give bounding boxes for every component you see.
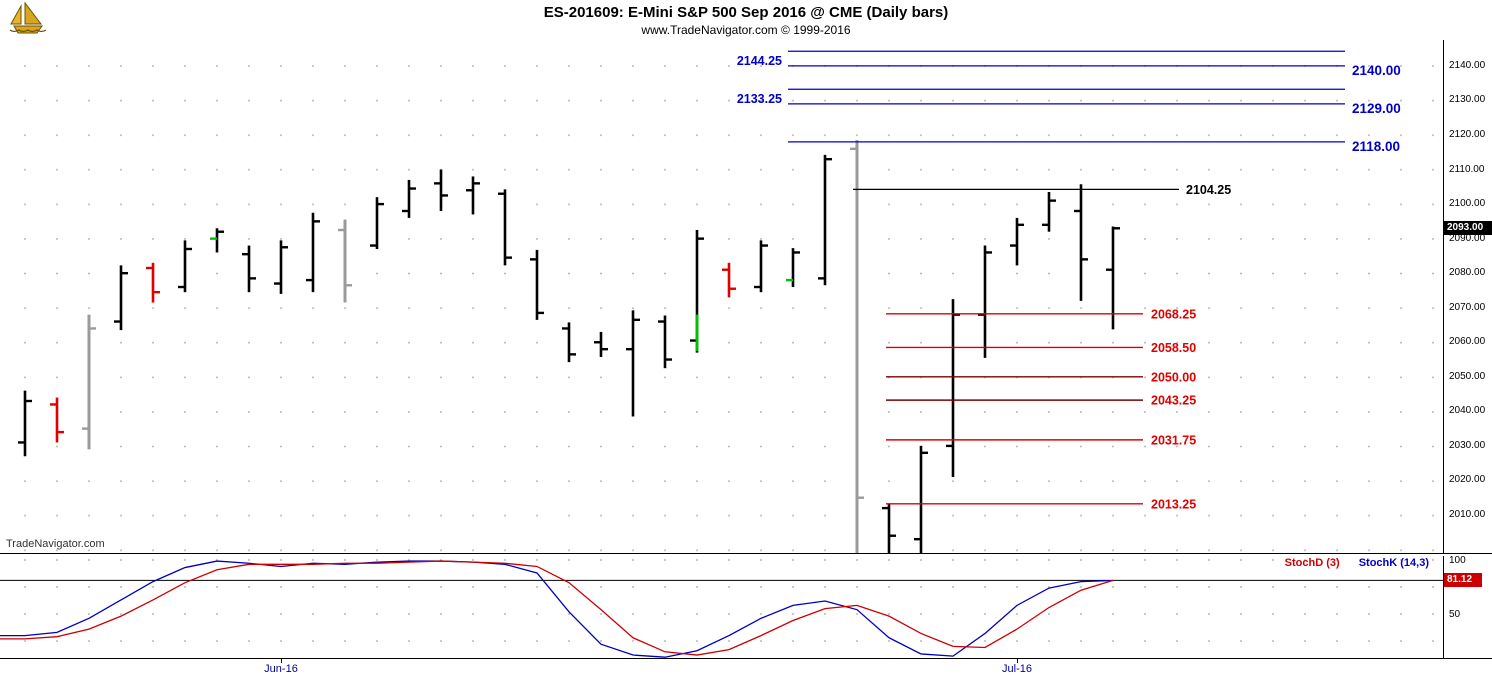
price-tick-label: 2140.00 xyxy=(1449,59,1486,71)
support-line-label: 2050.00 xyxy=(1151,370,1196,384)
date-label: Jul-16 xyxy=(1002,663,1032,675)
support-line-label: 2031.75 xyxy=(1151,433,1196,447)
price-tick-label: 2030.00 xyxy=(1449,439,1486,451)
resistance-line-label: 2129.00 xyxy=(1352,101,1401,116)
chart-header: ES-201609: E-Mini S&P 500 Sep 2016 @ CME… xyxy=(0,0,1492,40)
price-chart-canvas: 2144.25 2140.00 2133.25 2129.00 2118.00 2068.… xyxy=(18,50,1401,553)
price-chart-panel[interactable]: 2144.25 2140.00 2133.25 2129.00 2118.00 2068.… xyxy=(0,40,1443,553)
chart-subtitle: www.TradeNavigator.com © 1999-2016 xyxy=(641,23,851,37)
price-tick-label: 2120.00 xyxy=(1449,129,1486,140)
stochastic-axis: 100 50 81.12 xyxy=(1443,555,1492,658)
price-tick-label: 2040.00 xyxy=(1449,405,1486,417)
reference-line-label: 2104.25 xyxy=(1186,183,1231,197)
price-tick-label: 2110.00 xyxy=(1449,163,1485,175)
date-axis[interactable]: Jun-16 Jul-16 xyxy=(0,658,1492,678)
date-label: Jun-16 xyxy=(264,663,298,675)
watermark: TradeNavigator.com xyxy=(6,538,105,550)
last-price-badge: 2093.00 xyxy=(1444,221,1492,236)
stoch-tick-label: 100 xyxy=(1449,555,1466,566)
chart-title: ES-201609: E-Mini S&P 500 Sep 2016 @ CME… xyxy=(543,4,949,21)
support-line-label: 2013.25 xyxy=(1151,497,1196,511)
stochastic-panel[interactable]: StochD (3) StochK (14,3) xyxy=(0,556,1443,658)
stoch-legend: StochD (3) StochK (14,3) xyxy=(1269,557,1429,569)
panel-separator xyxy=(0,553,1492,554)
resistance-line-label: 2140.00 xyxy=(1352,63,1401,78)
date-tick-mark xyxy=(281,659,282,663)
stochastic-canvas xyxy=(0,560,1443,658)
tradenavigator-logo[interactable] xyxy=(8,2,48,36)
price-tick-label: 2050.00 xyxy=(1449,370,1486,382)
stoch-tick-label: 50 xyxy=(1449,609,1461,620)
stochk-curve xyxy=(0,560,1114,658)
date-tick-mark xyxy=(1017,659,1018,663)
resistance-line-label: 2144.25 xyxy=(737,54,782,68)
price-tick-label: 2010.00 xyxy=(1449,509,1486,520)
price-tick-label: 2020.00 xyxy=(1449,474,1486,486)
price-tick-label: 2090.00 xyxy=(1449,232,1486,244)
resistance-line-label: 2133.25 xyxy=(737,92,782,106)
support-line-label: 2043.25 xyxy=(1151,394,1196,408)
stochd-curve xyxy=(0,560,1114,656)
support-line-label: 2068.25 xyxy=(1151,307,1196,321)
price-tick-label: 2060.00 xyxy=(1449,336,1486,348)
price-tick-label: 2080.00 xyxy=(1449,267,1486,279)
stoch-value-badge: 81.12 xyxy=(1444,573,1482,588)
stochd-legend-label: StochD (3) xyxy=(1284,557,1340,569)
price-tick-label: 2070.00 xyxy=(1449,301,1486,313)
price-axis[interactable]: 2140.00 2130.00 2120.00 2110.00 2100.00 2090.… xyxy=(1443,40,1492,553)
stochk-legend-label: StochK (14,3) xyxy=(1358,557,1429,569)
support-line-label: 2058.50 xyxy=(1151,341,1196,355)
price-tick-label: 2100.00 xyxy=(1449,198,1486,210)
resistance-line-label: 2118.00 xyxy=(1352,139,1400,154)
price-tick-label: 2130.00 xyxy=(1449,94,1486,106)
